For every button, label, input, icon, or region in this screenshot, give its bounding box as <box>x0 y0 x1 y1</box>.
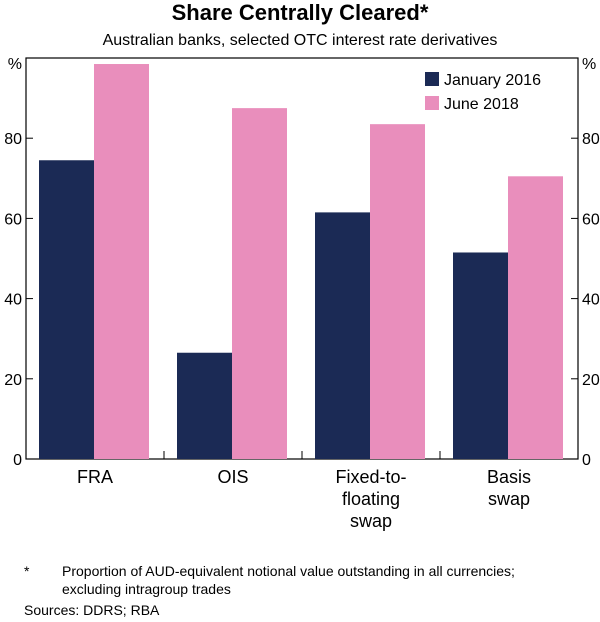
x-label-line: floating <box>342 489 400 509</box>
bar-jun-2018-2 <box>370 124 425 459</box>
x-label-line: swap <box>488 489 530 509</box>
bar-jan-2016-3 <box>453 252 508 459</box>
legend-swatch-jan-2016 <box>425 72 439 86</box>
y-tick-label-right: 60 <box>582 211 600 228</box>
x-label-line: Basis <box>487 467 531 487</box>
legend-label-jun-2018: June 2018 <box>444 96 519 113</box>
axis-ticks: 0 0 20 20 40 40 60 60 80 80%% <box>4 56 600 469</box>
x-label-line: Fixed-to- <box>335 467 406 487</box>
y-tick-label-left: 20 <box>4 372 22 389</box>
plot-frame <box>25 57 579 460</box>
x-label-1: OIS <box>217 467 248 487</box>
bar-jan-2016-1 <box>177 352 232 459</box>
legend-label-jan-2016: January 2016 <box>444 72 541 89</box>
bar-jun-2018-0 <box>94 64 149 459</box>
y-tick-label-left: 80 <box>4 131 22 148</box>
footnote-marker: * <box>24 563 30 579</box>
y-tick-label-right: 20 <box>582 372 600 389</box>
x-label-line: swap <box>350 511 392 531</box>
x-label-3: Basis swap <box>487 467 531 509</box>
y-unit-left: % <box>8 56 22 73</box>
legend-swatch-jun-2018 <box>425 96 439 110</box>
y-tick-label-right: 80 <box>582 131 600 148</box>
x-label-line: FRA <box>77 467 113 487</box>
bar-jan-2016-2 <box>315 212 370 459</box>
bars <box>39 64 563 460</box>
bar-jan-2016-0 <box>39 160 94 459</box>
chart-subtitle: Australian banks, selected OTC interest … <box>102 32 498 49</box>
y-tick-label-left: 0 <box>13 452 22 469</box>
legend: January 2016 June 2018 <box>425 72 541 113</box>
y-tick-label-right: 0 <box>582 452 591 469</box>
bar-jun-2018-3 <box>508 176 563 460</box>
y-unit-right: % <box>582 56 596 73</box>
x-label-0: FRA <box>77 467 113 487</box>
footnote-text: Proportion of AUD-equivalent notional va… <box>62 563 515 597</box>
chart-title: Share Centrally Cleared* <box>171 0 429 25</box>
x-label-2: Fixed-to-floating swap <box>335 467 406 531</box>
bar-jun-2018-1 <box>232 108 287 459</box>
y-tick-label-left: 40 <box>4 292 22 309</box>
y-tick-label-left: 60 <box>4 211 22 228</box>
y-tick-label-right: 40 <box>582 292 600 309</box>
chart-area: 0 0 20 20 40 40 60 60 80 80%% January 2016 June 20… <box>4 56 600 531</box>
x-label-line: OIS <box>217 467 248 487</box>
sources-note: Sources: DDRS; RBA <box>24 602 160 618</box>
